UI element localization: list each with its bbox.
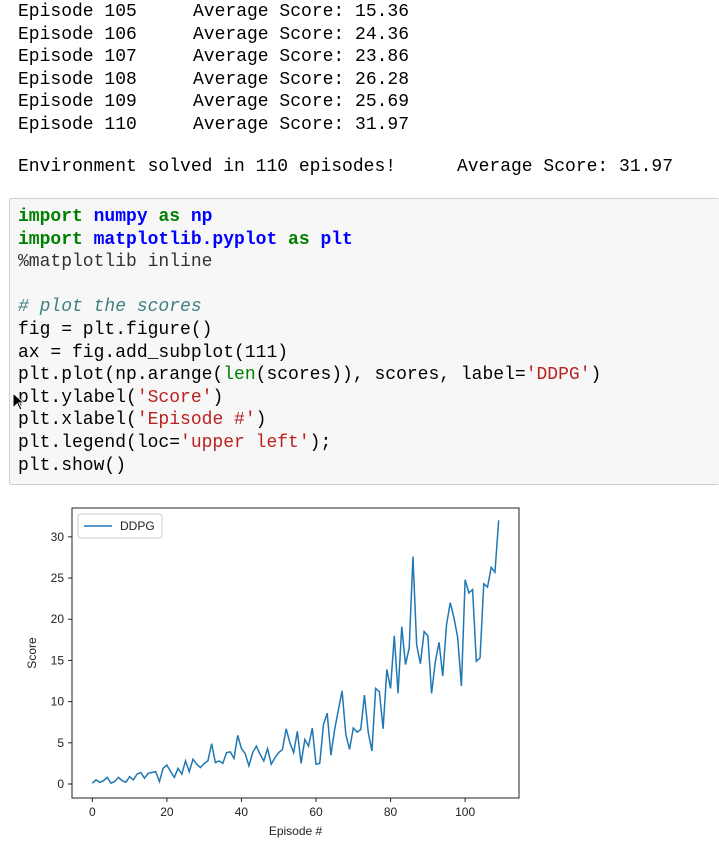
code-token: ); [309, 433, 332, 453]
output-episode: Episode 108 [18, 69, 137, 90]
code-line: # plot the scores [18, 296, 202, 318]
output-episode: Episode 110 [18, 115, 137, 135]
output-score: Average Score: 24.36 [193, 24, 410, 45]
output-score: Average Score: 25.69 [193, 92, 410, 113]
solved-score: Average Score: 31.97 [457, 157, 674, 178]
solved-message: Environment solved in 110 episodes! [18, 157, 397, 178]
code-cell[interactable] [9, 198, 719, 485]
code-token: numpy [82, 207, 159, 227]
output-episode: Episode 109 [18, 92, 137, 113]
code-token: as [158, 207, 181, 227]
output-episode: Episode 105 [18, 2, 137, 22]
code-token: 'Score' [136, 387, 213, 408]
code-line: plt.plot(np.arange(len(scores)), scores,… [18, 364, 601, 386]
y-tick-label: 15 [51, 653, 65, 667]
legend-box [77, 513, 163, 539]
code-token: len [223, 365, 256, 386]
code-line: fig = plt.figure() [18, 319, 212, 341]
code-line: import matplotlib.pyplot as plt [18, 229, 353, 251]
output-episode: Episode 107 [18, 47, 137, 68]
code-token: ) [590, 365, 602, 386]
y-tick-label: 5 [57, 736, 64, 750]
code-token: ax = fig.add_subplot(111) [18, 342, 289, 363]
code-token: fig = plt.figure() [18, 320, 213, 340]
x-axis-label: Episode # [269, 824, 323, 838]
code-token: %matplotlib inline [18, 252, 213, 273]
code-token: plt.xlabel( [18, 410, 137, 431]
code-token: np [180, 207, 213, 227]
output-score: Average Score: 31.97 [193, 115, 410, 135]
output-score: Average Score: 23.86 [193, 47, 410, 68]
code-token: 'DDPG' [525, 365, 591, 386]
code-line: import numpy as np [18, 206, 212, 228]
y-tick-label: 0 [57, 777, 64, 791]
code-token: import [18, 207, 83, 227]
code-token: ) [212, 387, 224, 408]
x-tick-label: 0 [89, 805, 96, 819]
mouse-cursor [12, 392, 26, 411]
y-tick-label: 25 [51, 571, 65, 585]
output-score: Average Score: 15.36 [193, 2, 410, 22]
y-tick-label: 30 [51, 530, 65, 544]
code-line: plt.show() [18, 455, 126, 477]
y-tick-label: 10 [51, 695, 65, 709]
chart: 0 5 10 15 20 25 30 0 20 40 60 80 100 Episode # Score DD… [25, 507, 520, 838]
code-token: (scores)), scores, label= [255, 365, 526, 386]
code-token: ) [255, 410, 267, 431]
code-line: %matplotlib inline [18, 251, 212, 273]
data-line [91, 520, 500, 785]
legend-label: DDPG [120, 519, 155, 533]
x-tick-label: 20 [160, 805, 174, 819]
code-token: # plot the scores [18, 297, 202, 318]
code-token: matplotlib.pyplot [82, 229, 289, 250]
code-token: plt.ylabel( [18, 387, 137, 408]
output-score: Average Score: 26.28 [193, 69, 410, 90]
output-episode: Episode 106 [18, 24, 137, 45]
code-token: plt.legend(loc= [18, 433, 181, 453]
y-tick-label: 20 [51, 612, 65, 626]
code-token: plt.plot(np.arange( [18, 365, 224, 386]
code-token: import [18, 229, 83, 250]
code-token: 'Episode #' [136, 410, 256, 431]
x-tick-label: 100 [455, 805, 475, 819]
code-token: plt.show() [18, 455, 127, 476]
code-token: plt [309, 229, 353, 250]
code-token: 'upper left' [180, 433, 310, 453]
x-tick-label: 80 [384, 805, 398, 819]
x-tick-label: 60 [309, 805, 323, 819]
code-line: ax = fig.add_subplot(111) [18, 342, 288, 364]
code-line: plt.xlabel('Episode #') [18, 409, 266, 431]
code-line: plt.ylabel('Score') [18, 387, 223, 409]
y-axis-label: Score [25, 637, 39, 669]
plot-frame [71, 507, 520, 799]
code-token: as [288, 229, 310, 250]
code-line: plt.legend(loc='upper left'); [18, 432, 331, 454]
x-tick-label: 40 [235, 805, 249, 819]
